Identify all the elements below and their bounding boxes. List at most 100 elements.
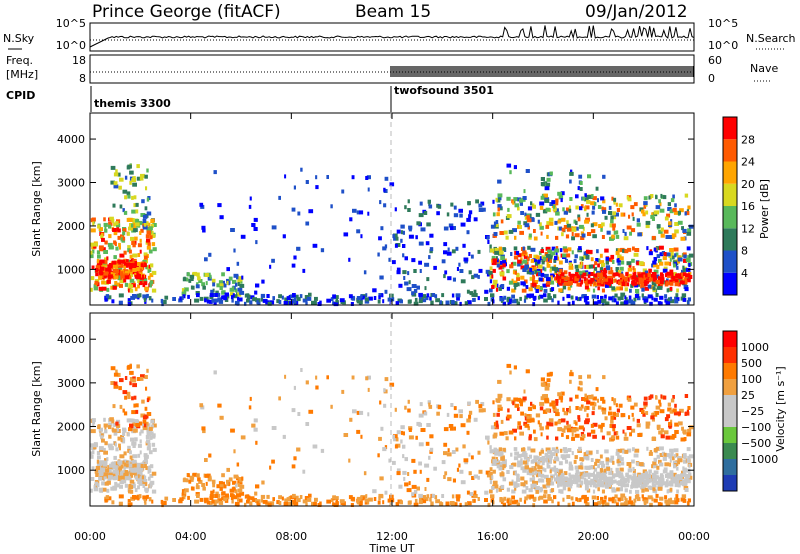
velocity-cell [446, 412, 450, 417]
power-cell [651, 272, 657, 276]
velocity-cell [395, 437, 399, 442]
power-cell [590, 229, 596, 234]
velocity-cell [565, 435, 570, 440]
power-cell [604, 301, 610, 306]
power-cell [365, 176, 369, 180]
power-cell [547, 249, 552, 254]
power-cell [577, 297, 581, 302]
velocity-cell [636, 497, 641, 502]
power-cell [560, 198, 563, 203]
power-cell [652, 260, 657, 265]
velocity-cell [667, 402, 671, 407]
velocity-cell [563, 425, 568, 430]
velocity-cell [249, 501, 253, 506]
power-cell [669, 296, 673, 301]
power-cell [686, 278, 691, 283]
velocity-cell [612, 496, 615, 501]
power-cell [132, 268, 137, 272]
power-cell [113, 184, 119, 189]
velocity-cell [142, 464, 147, 468]
velocity-cell [666, 414, 671, 419]
power-cell [196, 272, 200, 277]
power-cell [92, 249, 95, 254]
power-cell [140, 213, 146, 217]
velocity-cell [133, 426, 137, 430]
velocity-cell [148, 468, 152, 473]
velocity-cell [381, 494, 384, 499]
power-colorbar-label: Power [dB] [758, 179, 771, 239]
power-cell [664, 261, 670, 266]
velocity-cell [109, 417, 114, 422]
velocity-cell [532, 503, 536, 508]
power-cell [106, 279, 111, 284]
velocity-cell [330, 404, 333, 409]
power-cell [560, 217, 566, 222]
power-cell [460, 222, 466, 227]
velocity-cell [450, 403, 454, 407]
power-cell [635, 276, 638, 281]
velocity-cell [106, 480, 111, 485]
power-cell [549, 171, 553, 176]
velocity-cell [594, 461, 598, 466]
power-cell [490, 224, 495, 229]
velocity-cell [567, 448, 572, 452]
velocity-colorbar-tick: −1000 [741, 453, 778, 466]
velocity-cell [127, 503, 132, 507]
power-cell [604, 277, 610, 282]
power-cell [645, 273, 648, 278]
power-cell [570, 295, 574, 300]
power-cell [428, 255, 431, 260]
velocity-cell [517, 463, 521, 468]
power-cell [638, 261, 644, 266]
power-cell [602, 209, 607, 214]
velocity-cell [492, 469, 496, 474]
power-cell [630, 228, 636, 233]
velocity-cell [574, 472, 578, 477]
power-cell [560, 191, 565, 196]
power-cell [605, 280, 608, 285]
power-cell [190, 285, 194, 290]
power-cell [221, 295, 225, 300]
power-cell [139, 238, 142, 243]
power-cell [517, 262, 521, 267]
velocity-cell [139, 466, 144, 471]
velocity-cell [205, 481, 208, 486]
velocity-cell [633, 472, 637, 477]
power-cell [94, 242, 98, 247]
velocity-cell [429, 449, 433, 454]
velocity-cell [453, 413, 459, 418]
velocity-cell [253, 427, 258, 432]
velocity-cell [612, 415, 617, 420]
velocity-cell [117, 372, 121, 377]
velocity-cell [580, 436, 585, 441]
power-cell [190, 277, 194, 281]
power-cell [549, 276, 553, 281]
power-cell [433, 265, 437, 270]
power-cell [548, 217, 554, 222]
velocity-cell [553, 467, 559, 472]
velocity-cell [519, 425, 522, 430]
velocity-cell [675, 494, 679, 499]
power-cell [626, 282, 630, 287]
velocity-cell [645, 474, 648, 479]
velocity-cell [491, 459, 494, 464]
power-cell [492, 199, 495, 204]
power-cell [146, 230, 151, 235]
velocity-cell [498, 406, 503, 411]
colorbar-swatch [723, 272, 737, 295]
velocity-cell [678, 476, 683, 481]
velocity-cell [540, 473, 545, 478]
velocity-cell [621, 461, 625, 466]
power-cell [392, 234, 395, 239]
velocity-cell [436, 411, 440, 416]
velocity-cell [590, 472, 594, 477]
power-cell [106, 295, 112, 300]
velocity-cell [537, 460, 541, 465]
velocity-cell [140, 413, 146, 418]
power-cell [122, 259, 125, 264]
power-cell [90, 242, 96, 247]
velocity-cell [519, 431, 524, 436]
power-cell [637, 277, 643, 282]
velocity-cell [143, 482, 148, 487]
velocity-cell [573, 459, 577, 464]
